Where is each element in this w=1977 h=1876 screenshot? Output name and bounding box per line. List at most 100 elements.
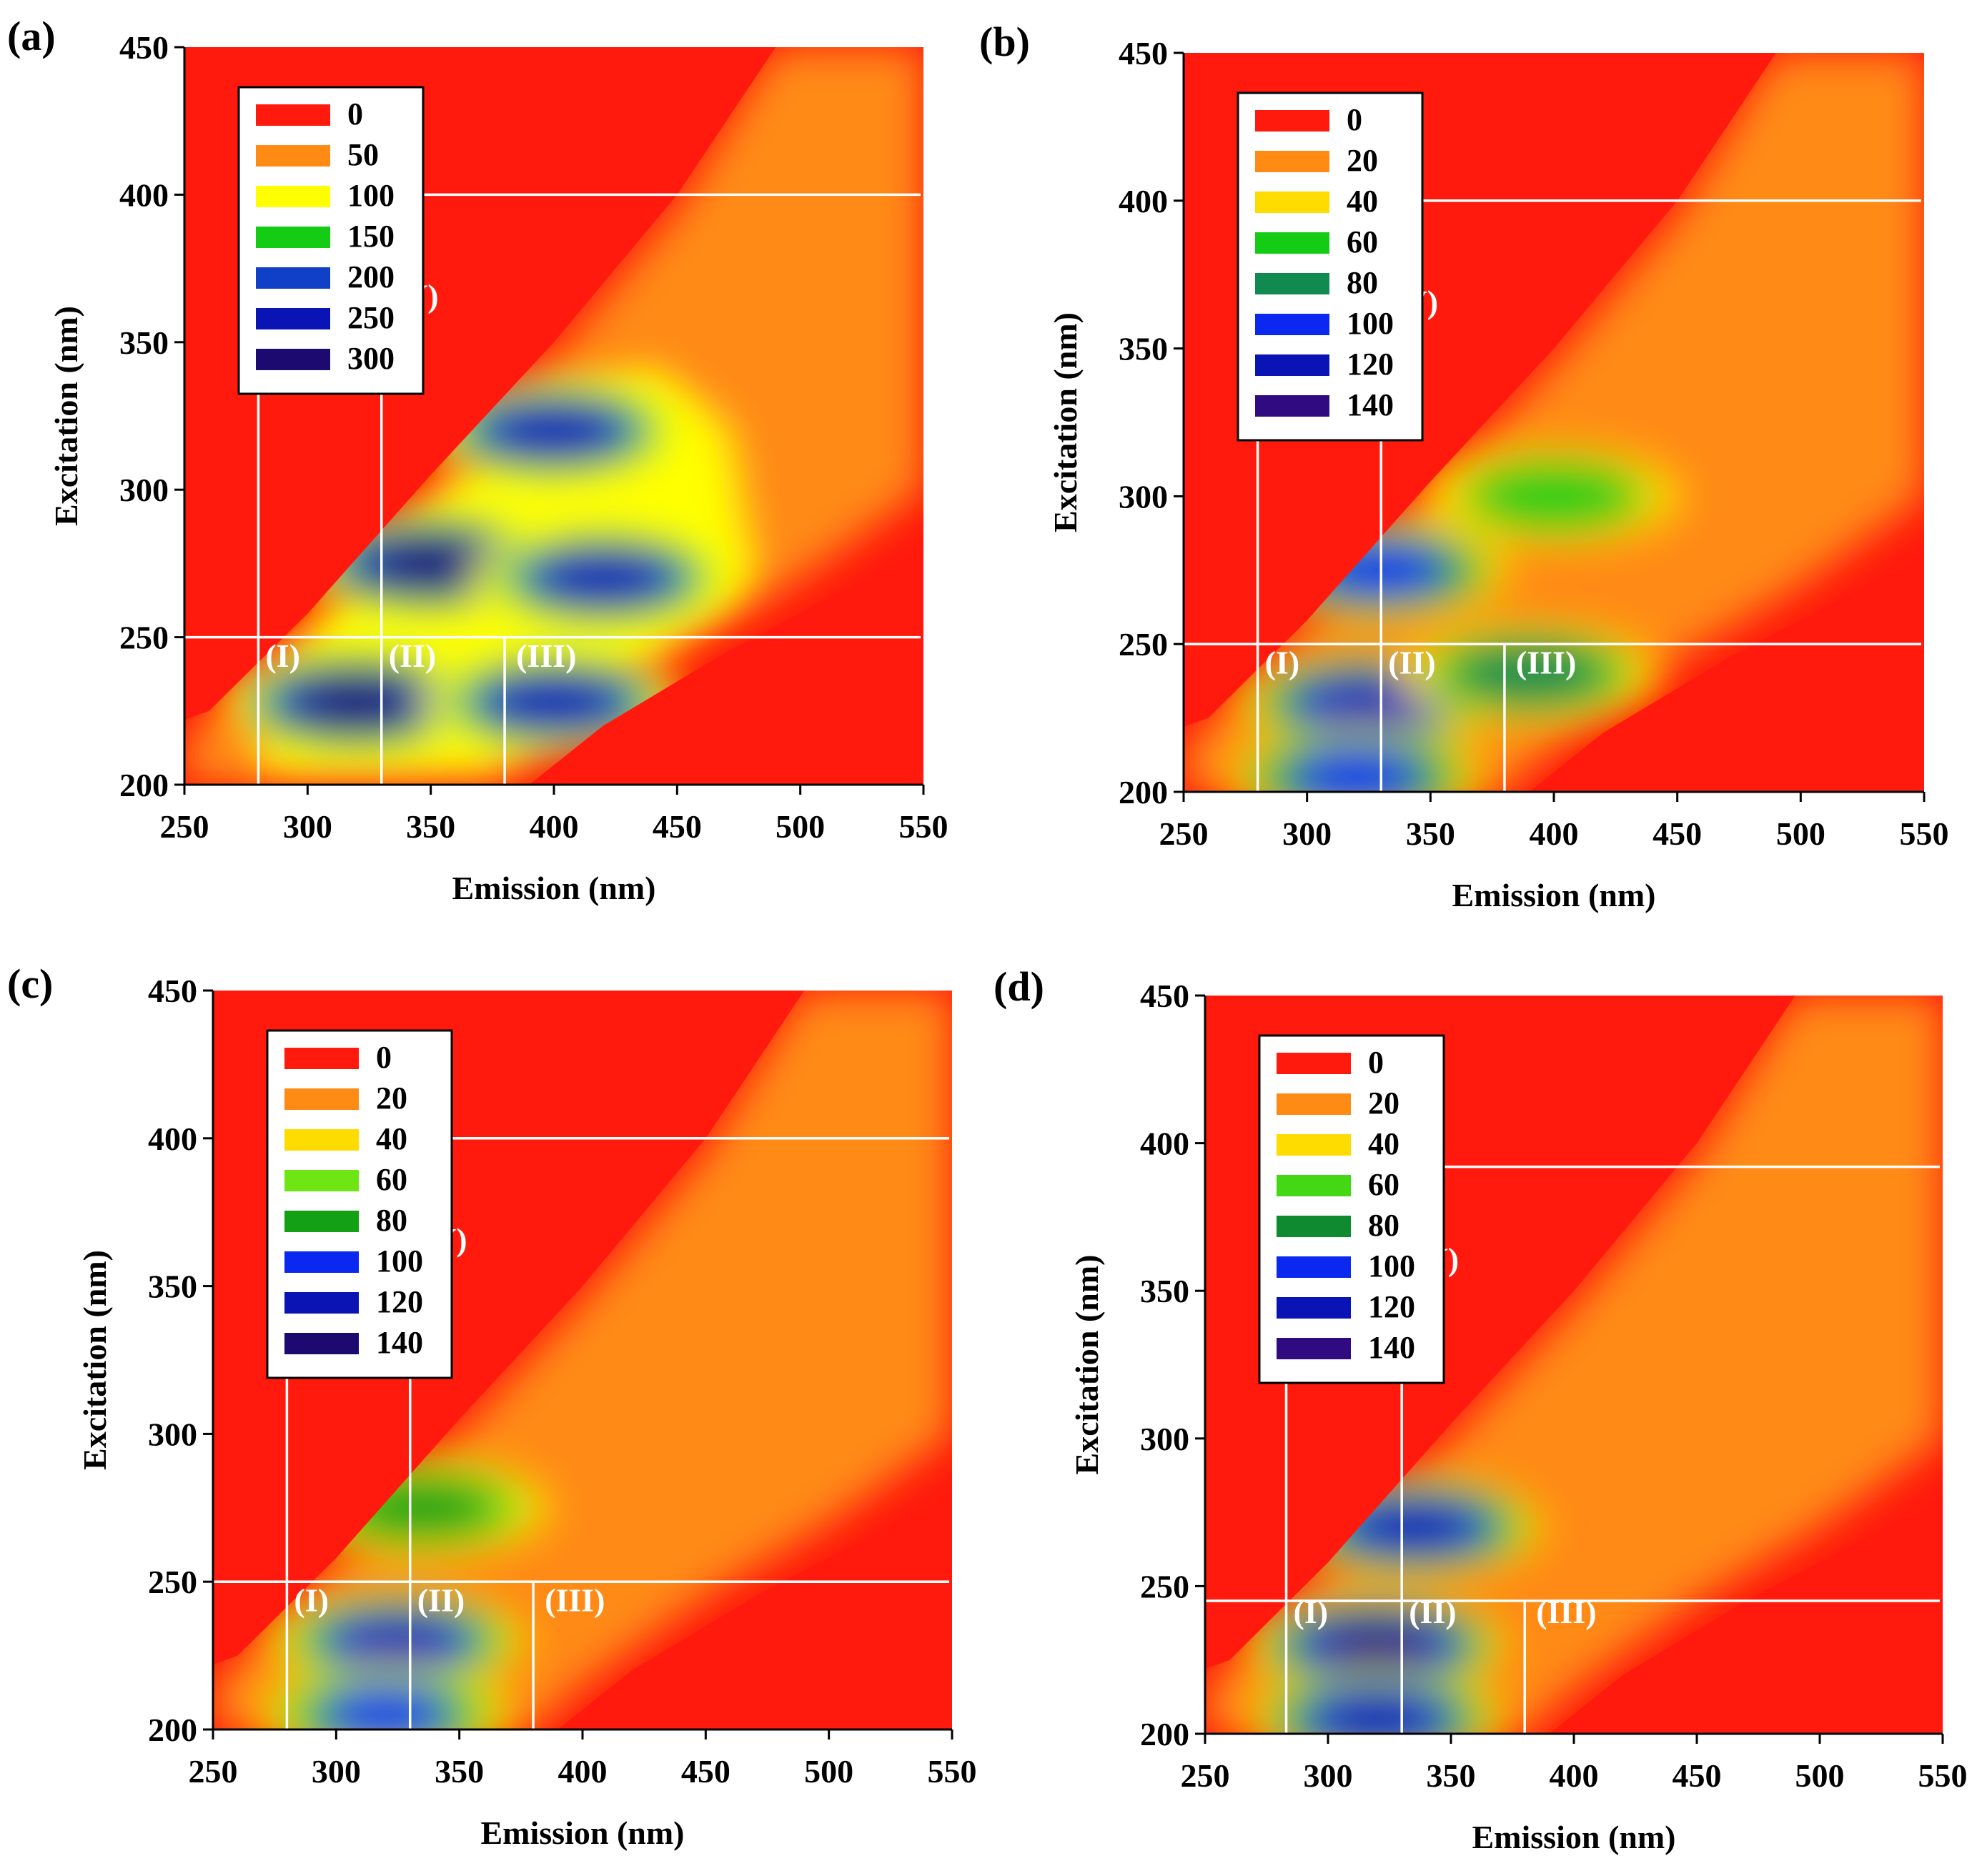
legend-value: 200	[347, 259, 395, 294]
legend-value: 100	[1368, 1249, 1415, 1284]
legend: 0 20 40 60 80 100 120 140	[1258, 1034, 1445, 1384]
legend: 0 20 40 60 80 100 120 140	[266, 1029, 453, 1379]
y-tick-label: 350	[119, 324, 169, 361]
legend-swatch	[284, 1048, 359, 1069]
legend-value: 120	[1347, 347, 1394, 382]
legend-swatch	[1255, 354, 1329, 376]
x-tick-label: 450	[1653, 815, 1702, 852]
legend-swatch	[256, 145, 330, 167]
legend-value: 140	[1347, 387, 1394, 422]
x-tick-label: 250	[1181, 1757, 1230, 1794]
x-tick-label: 350	[406, 808, 455, 845]
peak-1-level-5	[490, 676, 618, 728]
x-tick-label: 400	[1550, 1757, 1599, 1794]
x-tick-label: 250	[160, 808, 209, 845]
legend-value: 0	[1368, 1045, 1384, 1080]
legend-value: 80	[376, 1203, 407, 1238]
region-label-iii: (III)	[1516, 645, 1576, 681]
legend-swatch	[1277, 1256, 1351, 1278]
legend-value: 20	[1368, 1086, 1399, 1121]
legend-value: 120	[1368, 1289, 1415, 1324]
rayleigh-lower-region	[529, 548, 923, 785]
legend-swatch	[256, 308, 330, 329]
region-label-i: (I)	[1265, 645, 1300, 681]
legend-value: 60	[376, 1162, 407, 1197]
legend-box	[266, 1029, 453, 1379]
y-tick-label: 200	[119, 767, 169, 803]
y-tick-label: 450	[119, 29, 169, 66]
y-tick-label: 300	[1119, 478, 1168, 515]
x-tick-label: 300	[1304, 1757, 1353, 1794]
legend-swatch	[284, 1333, 359, 1354]
peak-1-level-5	[321, 1689, 450, 1729]
peak-2-level-4	[1454, 644, 1605, 704]
legend-value: 0	[347, 96, 363, 131]
y-tick-label: 250	[148, 1564, 197, 1600]
legend-value: 60	[1368, 1167, 1399, 1202]
x-tick-label: 300	[283, 808, 332, 845]
x-tick-label: 500	[776, 808, 825, 845]
y-tick-label: 400	[1119, 183, 1168, 219]
panel-b: (I)(II)(III)(IV)(V)250300350400450500550…	[979, 19, 1949, 913]
peaks	[228, 381, 732, 752]
legend-value: 20	[1347, 143, 1378, 178]
y-axis-label: Excitation (nm)	[48, 306, 84, 526]
legend-value: 150	[347, 219, 395, 254]
legend-swatch	[256, 267, 330, 289]
y-tick-label: 250	[119, 620, 169, 656]
legend-value: 100	[1347, 306, 1394, 341]
x-tick-label: 450	[681, 1753, 730, 1790]
legend-value: 0	[376, 1040, 392, 1075]
y-tick-label: 200	[1140, 1716, 1189, 1752]
legend-swatch	[1277, 1216, 1351, 1237]
y-tick-label: 350	[148, 1269, 197, 1305]
panel-d: (I)(II)(III)(IV)(V)250300350400450500550…	[994, 963, 1968, 1855]
legend-swatch	[284, 1251, 359, 1273]
legend-swatch	[284, 1129, 359, 1151]
peak-0-level-6	[299, 679, 415, 725]
legend-value: 80	[1347, 265, 1378, 300]
y-tick-label: 200	[1119, 774, 1168, 810]
x-tick-label: 550	[1918, 1757, 1968, 1794]
y-tick-label: 450	[1140, 978, 1189, 1014]
y-tick-label: 400	[119, 177, 169, 213]
x-axis-label: Emission (nm)	[1472, 1819, 1676, 1855]
panel-label: (b)	[979, 19, 1030, 65]
region-label-iii: (III)	[1536, 1594, 1596, 1630]
x-tick-label: 550	[928, 1753, 977, 1790]
rayleigh-lower-region	[558, 1493, 952, 1729]
peak-3-level-5	[490, 405, 618, 457]
legend-swatch	[1277, 1053, 1351, 1074]
legend-value: 50	[347, 137, 379, 172]
legend-swatch	[256, 104, 330, 126]
legend-box	[1258, 1034, 1445, 1384]
heatmap-area	[213, 991, 952, 1729]
peak-1-level-6	[1319, 1696, 1435, 1734]
y-tick-label: 350	[1119, 331, 1168, 367]
peak-4-level-5	[538, 552, 668, 605]
region-label-ii: (II)	[417, 1582, 465, 1619]
x-tick-label: 250	[1159, 815, 1209, 852]
legend-swatch	[1255, 192, 1329, 213]
legend-swatch	[256, 186, 330, 207]
legend-value: 80	[1368, 1208, 1399, 1243]
region-label-ii: (II)	[1409, 1594, 1456, 1630]
x-tick-label: 300	[312, 1753, 361, 1790]
legend-swatch	[1255, 151, 1329, 172]
heatmap-area	[1184, 53, 1924, 792]
legend-value: 120	[376, 1284, 423, 1319]
x-axis-label: Emission (nm)	[481, 1815, 685, 1851]
panel-label: (d)	[994, 963, 1044, 1010]
y-tick-label: 400	[1140, 1126, 1189, 1162]
legend-swatch	[1255, 395, 1329, 417]
rayleigh-lower-region	[1549, 1497, 1943, 1734]
region-label-ii: (II)	[1388, 645, 1435, 681]
legend-swatch	[256, 349, 330, 370]
panel-label: (c)	[7, 961, 53, 1007]
legend: 0 50 100 150 200 250 300	[237, 86, 425, 395]
y-tick-label: 250	[1119, 626, 1168, 662]
region-label-iii: (III)	[516, 637, 576, 674]
legend-swatch	[1255, 314, 1329, 335]
legend-value: 40	[1368, 1126, 1399, 1161]
legend-value: 0	[1347, 102, 1362, 137]
